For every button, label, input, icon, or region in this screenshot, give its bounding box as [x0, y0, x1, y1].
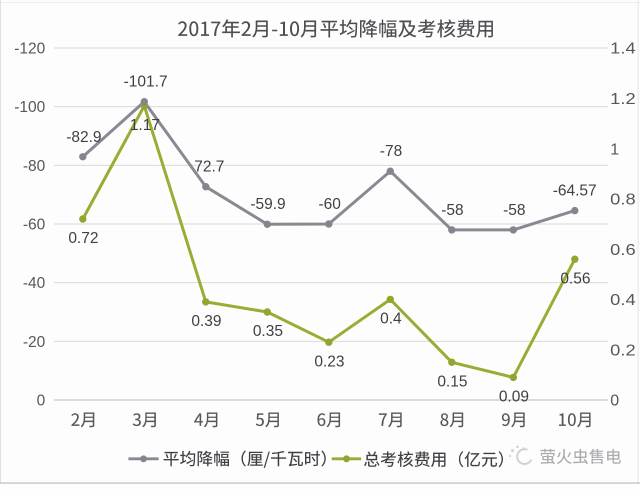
- svg-text:-78: -78: [380, 143, 402, 160]
- svg-text:1.17: 1.17: [130, 117, 160, 134]
- svg-text:-101.7: -101.7: [124, 74, 168, 91]
- svg-text:0.23: 0.23: [314, 353, 344, 370]
- svg-text:0.6: 0.6: [610, 242, 636, 259]
- svg-text:-58: -58: [441, 202, 463, 219]
- svg-text:0: 0: [37, 393, 46, 410]
- svg-text:1: 1: [610, 141, 619, 158]
- svg-text:-80: -80: [23, 158, 46, 175]
- svg-text:1.4: 1.4: [610, 41, 636, 58]
- svg-text:-60: -60: [23, 217, 46, 234]
- svg-text:72.7: 72.7: [194, 159, 224, 176]
- svg-text:0.35: 0.35: [253, 323, 283, 340]
- svg-text:-58: -58: [503, 202, 525, 219]
- svg-text:-120: -120: [14, 41, 45, 58]
- svg-text:-59.9: -59.9: [250, 196, 285, 213]
- svg-text:-20: -20: [23, 334, 46, 351]
- svg-text:1.2: 1.2: [610, 91, 636, 108]
- svg-text:-40: -40: [23, 275, 46, 292]
- svg-text:0.8: 0.8: [610, 192, 636, 209]
- svg-text:0.39: 0.39: [191, 313, 221, 330]
- svg-text:-60: -60: [318, 196, 341, 213]
- svg-text:0.4: 0.4: [380, 311, 402, 328]
- svg-text:0.2: 0.2: [610, 342, 636, 359]
- svg-text:0.15: 0.15: [437, 373, 467, 390]
- svg-text:-82.9: -82.9: [66, 129, 101, 146]
- svg-text:-100: -100: [14, 99, 45, 116]
- svg-text:0: 0: [610, 393, 619, 410]
- svg-text:0.4: 0.4: [610, 292, 636, 309]
- svg-text:-64.57: -64.57: [553, 183, 597, 200]
- svg-text:0.09: 0.09: [499, 389, 529, 406]
- svg-text:0.72: 0.72: [68, 230, 98, 247]
- svg-text:0.56: 0.56: [560, 270, 590, 287]
